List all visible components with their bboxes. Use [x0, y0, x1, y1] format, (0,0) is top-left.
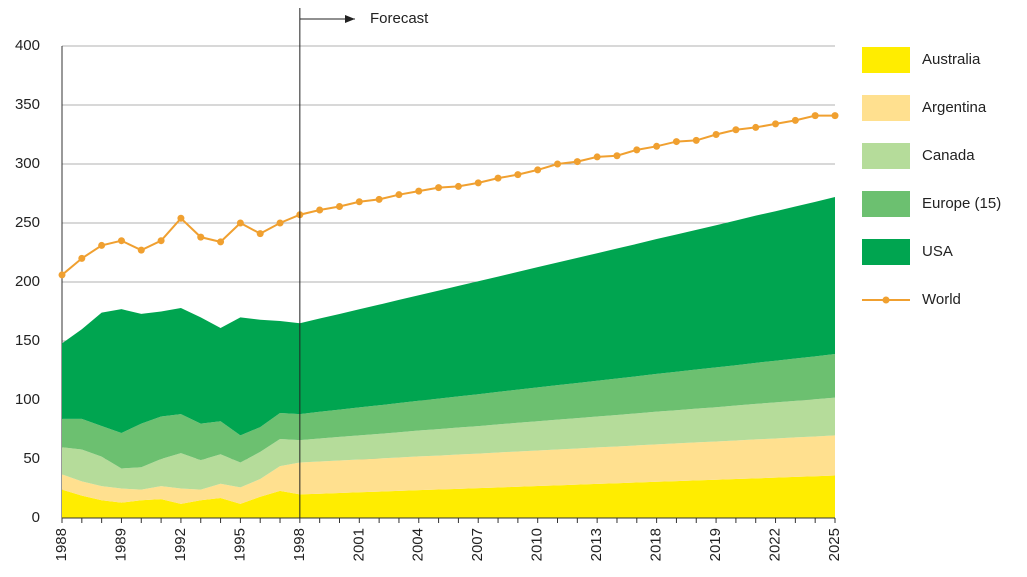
x-tick-label: 1989: [112, 528, 129, 561]
point: [137, 246, 145, 254]
x-tick-label: 1998: [291, 528, 308, 561]
point: [217, 238, 225, 246]
legend-label: Australia: [922, 51, 981, 68]
legend-swatch: [862, 191, 910, 217]
x-tick-label: 2018: [648, 528, 665, 561]
y-tick-label: 350: [15, 96, 40, 113]
legend-marker: [882, 296, 890, 304]
legend-label: Argentina: [922, 99, 987, 116]
legend-swatch: [862, 47, 910, 73]
y-tick-label: 300: [15, 155, 40, 172]
point: [454, 182, 462, 190]
legend-swatch: [862, 239, 910, 265]
point: [811, 112, 819, 120]
point: [276, 219, 284, 227]
x-tick-label: 1992: [172, 528, 189, 561]
point: [633, 146, 641, 154]
point: [791, 116, 799, 124]
point: [58, 271, 66, 279]
legend-swatch: [862, 143, 910, 169]
point: [752, 123, 760, 131]
x-tick-label: 2022: [767, 528, 784, 561]
point: [613, 152, 621, 160]
x-tick-label: 2013: [588, 528, 605, 561]
legend-label: USA: [922, 243, 953, 260]
x-tick-label: 2004: [410, 528, 427, 561]
point: [435, 184, 443, 192]
point: [375, 195, 383, 203]
point: [197, 233, 205, 241]
point: [534, 166, 542, 174]
y-tick-label: 50: [23, 450, 40, 467]
legend-label: Canada: [922, 147, 975, 164]
point: [236, 219, 244, 227]
point: [593, 153, 601, 161]
area: [62, 197, 835, 436]
point: [474, 179, 482, 187]
y-tick-label: 400: [15, 37, 40, 54]
point: [554, 160, 562, 168]
point: [672, 138, 680, 146]
point: [157, 237, 165, 245]
x-tick-label: 2001: [350, 528, 367, 561]
y-tick-label: 200: [15, 273, 40, 290]
x-tick-label: 1995: [231, 528, 248, 561]
x-tick-label: 1988: [53, 528, 70, 561]
area: [62, 397, 835, 490]
point: [732, 126, 740, 134]
point: [692, 136, 700, 144]
point: [494, 174, 502, 182]
area: [62, 475, 835, 518]
point: [177, 214, 185, 222]
legend-label: Europe (15): [922, 195, 1001, 212]
point: [514, 171, 522, 179]
point: [316, 206, 324, 214]
point: [335, 202, 343, 210]
x-tick-label: 2019: [707, 528, 724, 561]
point: [772, 120, 780, 128]
y-tick-label: 100: [15, 391, 40, 408]
legend-swatch: [862, 95, 910, 121]
point: [395, 191, 403, 199]
x-tick-label: 2007: [469, 528, 486, 561]
point: [831, 112, 839, 120]
x-tick-label: 2010: [529, 528, 546, 561]
point: [98, 241, 106, 249]
forecast-arrowhead: [345, 15, 355, 23]
point: [78, 254, 86, 262]
point: [653, 142, 661, 150]
point: [712, 131, 720, 138]
point: [117, 237, 125, 245]
y-tick-label: 0: [32, 509, 40, 526]
legend-label: World: [922, 291, 961, 308]
point: [355, 198, 363, 206]
x-tick-label: 2025: [826, 528, 843, 561]
y-tick-label: 250: [15, 214, 40, 231]
area: [62, 353, 835, 469]
point: [573, 158, 581, 166]
forecast-annotation: Forecast: [370, 10, 429, 27]
line: [61, 114, 835, 276]
point: [256, 230, 264, 238]
area: [62, 435, 835, 504]
y-tick-label: 150: [15, 332, 40, 349]
point: [415, 187, 423, 195]
